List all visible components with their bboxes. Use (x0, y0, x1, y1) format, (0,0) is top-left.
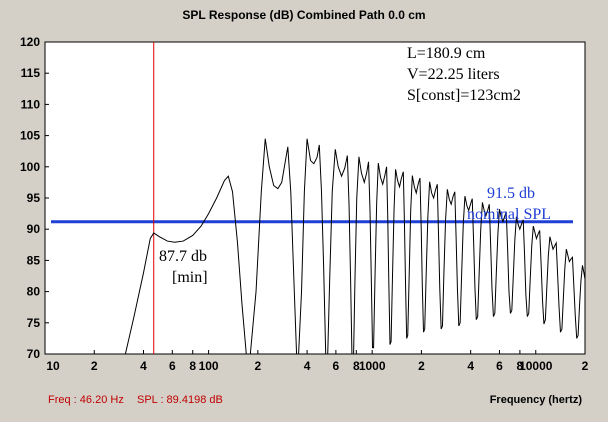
x-tick-label: 2 (418, 359, 425, 373)
y-tick-label: 105 (20, 129, 40, 143)
x-tick-label: 4 (467, 359, 474, 373)
min-value-label: 87.7 db (159, 248, 207, 265)
x-tick-label: 2 (582, 359, 589, 373)
y-tick-label: 100 (20, 160, 40, 174)
nominal-spl-label: nominal SPL (467, 206, 551, 223)
y-tick-label: 110 (21, 97, 41, 111)
x-tick-label: 10 (46, 359, 60, 373)
status-spl: SPL : 89.4198 dB (137, 394, 223, 406)
x-tick-label: 8 (353, 359, 360, 373)
x-tick-label: 8 (189, 359, 196, 373)
x-tick-label: 4 (304, 359, 311, 373)
y-axis: 120 115 110 105 100 95 90 85 80 75 70 (20, 35, 49, 361)
status-frequency: Freq : 46.20 Hz (48, 394, 124, 406)
x-tick-label: 1000 (359, 359, 386, 373)
length-annotation: L=180.9 cm (407, 45, 486, 62)
x-tick-label: 2 (254, 359, 261, 373)
section-annotation: S[const]=123cm2 (407, 87, 521, 104)
x-tick-label: 2 (91, 359, 98, 373)
x-tick-label: 6 (496, 359, 503, 373)
x-tick-label: 10000 (519, 359, 553, 373)
x-tick-label: 6 (169, 359, 176, 373)
x-tick-label: 4 (140, 359, 147, 373)
volume-annotation: V=22.25 liters (407, 66, 500, 83)
y-tick-label: 75 (27, 316, 41, 330)
spl-curve (124, 138, 586, 355)
y-tick-label: 120 (20, 35, 40, 49)
y-tick-label: 90 (27, 222, 41, 236)
min-label: [min] (172, 269, 208, 286)
x-tick-label: 6 (333, 359, 340, 373)
x-axis-label: Frequency (hertz) (489, 394, 582, 406)
x-tick-label: 100 (199, 359, 219, 373)
x-tick-label: 8 (517, 359, 524, 373)
y-tick-label: 70 (27, 347, 41, 361)
y-tick-label: 85 (27, 253, 41, 267)
nominal-value-label: 91.5 db (487, 185, 535, 202)
y-tick-label: 95 (27, 191, 41, 205)
y-tick-label: 115 (21, 66, 41, 80)
chart-title: SPL Response (dB) Combined Path 0.0 cm (182, 8, 426, 22)
y-tick-label: 80 (27, 285, 41, 299)
